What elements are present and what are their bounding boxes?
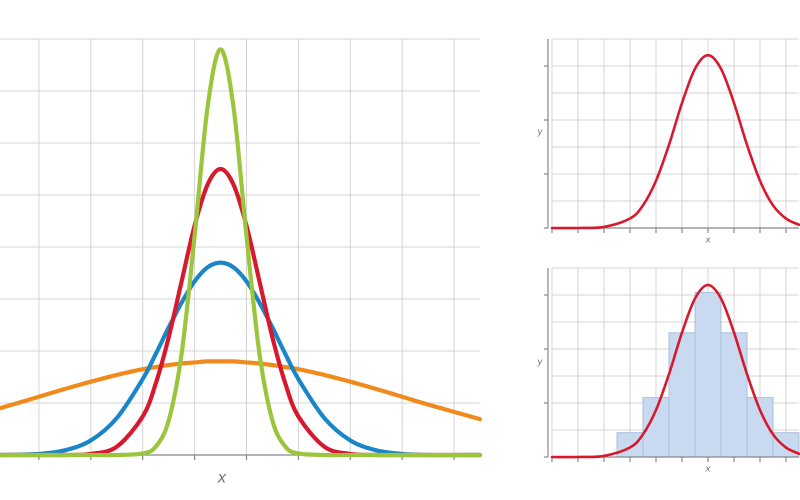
x-axis-label: x bbox=[217, 469, 227, 487]
y-axis-label: y bbox=[536, 358, 543, 368]
x-axis-label: x bbox=[704, 236, 711, 246]
curve bbox=[550, 283, 800, 459]
histogram-bar bbox=[668, 332, 696, 458]
y-axis-label: y bbox=[536, 128, 543, 138]
curve bbox=[0, 47, 483, 458]
panel: xy bbox=[536, 267, 800, 475]
curve bbox=[0, 166, 483, 458]
histogram-bar bbox=[616, 432, 644, 458]
x-axis-label: x bbox=[704, 465, 711, 475]
histogram-bar bbox=[720, 332, 748, 458]
curve bbox=[550, 53, 800, 230]
panel: xy bbox=[536, 38, 800, 246]
curve bbox=[0, 260, 483, 458]
panel: x bbox=[0, 38, 483, 487]
curve bbox=[0, 359, 483, 422]
histogram-bar bbox=[694, 291, 722, 458]
